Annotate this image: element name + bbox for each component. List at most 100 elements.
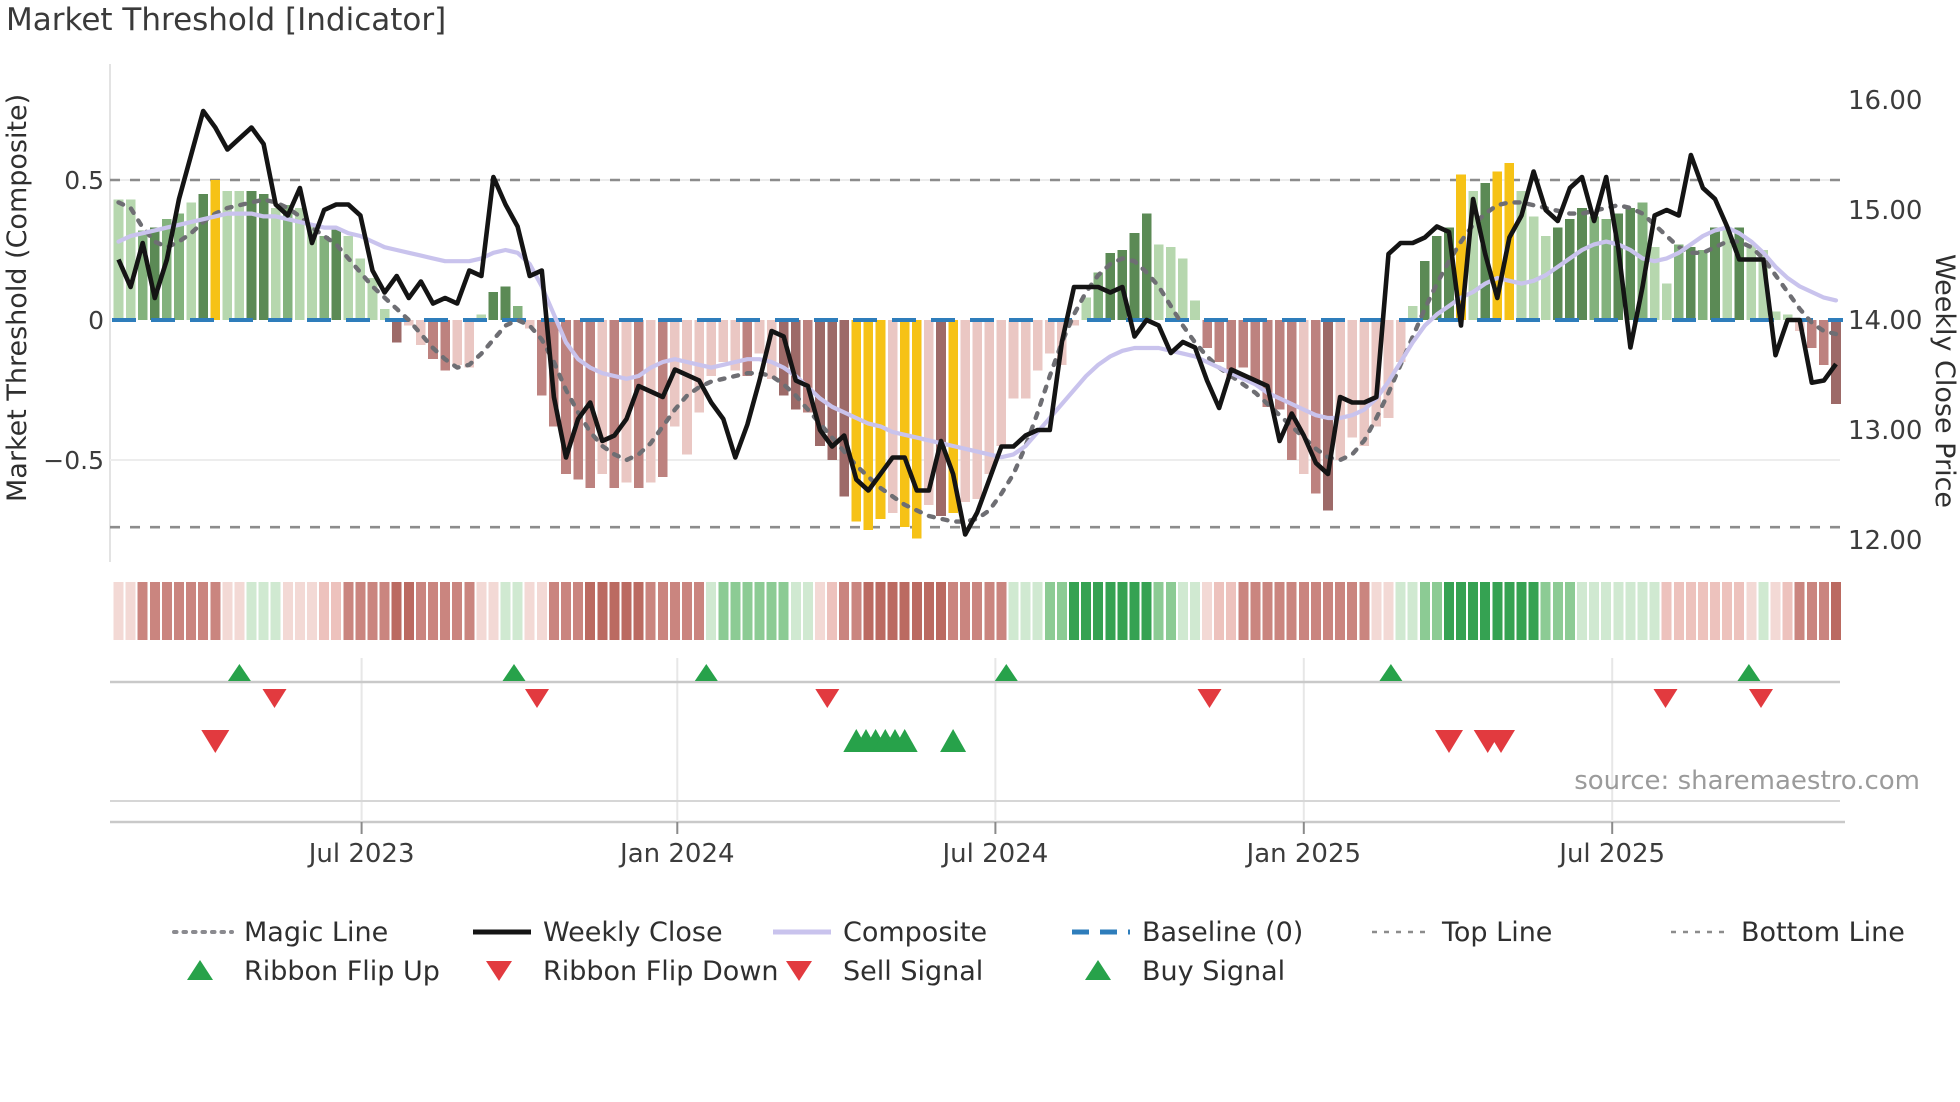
ribbon-cell [899, 582, 910, 640]
ribbon-cell [1129, 582, 1140, 640]
ribbon-cell [1831, 582, 1841, 640]
ribbon-cell [815, 582, 825, 640]
ribbon-cell [682, 582, 692, 640]
threshold-bar [1214, 320, 1224, 362]
ribbon-cell [1504, 582, 1515, 640]
threshold-bar [1032, 320, 1043, 371]
ribbon-cell [960, 582, 971, 640]
ribbon-cell [1782, 582, 1793, 640]
threshold-bar [682, 320, 692, 455]
ribbon-cell [1697, 582, 1708, 640]
axis-tick-labels: 0.5 0 −0.5 16.00 15.00 14.00 13.00 12.00 Jul 202… [43, 86, 1922, 869]
ribbon-cell [573, 582, 584, 640]
threshold-bar [137, 230, 148, 320]
threshold-bar [730, 320, 741, 371]
sell-signal-marker [1487, 730, 1515, 753]
ribbon-cell [1407, 582, 1418, 640]
ribbon-cell [137, 582, 148, 640]
legend-label: Sell Signal [843, 956, 983, 987]
threshold-bar [307, 224, 317, 320]
threshold-bar [246, 191, 257, 320]
ribbon-cell [645, 582, 656, 640]
ribbon-flip-down-marker [1749, 689, 1773, 708]
threshold-bar [1153, 244, 1164, 320]
ribbon-flip-up-marker [994, 664, 1018, 681]
weekly-close-line [116, 108, 1838, 537]
threshold-bar [1093, 272, 1103, 320]
signal-markers [201, 664, 1773, 753]
ribbon-cell [1298, 582, 1309, 640]
ribbon-cell [1516, 582, 1527, 640]
ribbon-cell [282, 582, 293, 640]
ribbon-cell [972, 582, 983, 640]
threshold-bar [839, 320, 849, 497]
threshold-bar [512, 306, 523, 320]
threshold-bar [476, 314, 487, 320]
ribbon-cell [1359, 582, 1370, 640]
legend-triangle-down-icon [486, 961, 512, 981]
ribbon-cell [464, 582, 475, 640]
ribbon-flip-down-marker [262, 689, 287, 708]
threshold-bar [222, 191, 233, 320]
threshold-bar [1710, 227, 1720, 320]
threshold-bar [1383, 320, 1394, 418]
threshold-bar [803, 320, 813, 413]
legend-item-top-line: Top Line [1372, 917, 1552, 948]
ribbon-cell [766, 582, 777, 640]
threshold-bar [1770, 311, 1781, 320]
left-axis-tick: 0 [88, 306, 104, 335]
ribbon-strip [113, 582, 1841, 640]
legend-label: Magic Line [244, 917, 388, 948]
ribbon-flip-up-marker [227, 664, 251, 681]
threshold-bar [391, 320, 402, 343]
ribbon-cell [403, 582, 414, 640]
legend-label: Buy Signal [1142, 956, 1285, 987]
threshold-bar [972, 320, 982, 500]
threshold-bar [258, 194, 269, 320]
x-axis-tick-label: Jul 2025 [1557, 839, 1665, 869]
ribbon-cell [1806, 582, 1817, 640]
ribbon-cell [1685, 582, 1696, 640]
ribbon-cell [488, 582, 499, 640]
ribbon-cell [984, 582, 995, 640]
composite-line [116, 211, 1839, 460]
threshold-bar [1674, 244, 1684, 320]
right-axis-tick: 15.00 [1848, 196, 1922, 226]
ribbon-cell [294, 582, 305, 640]
ribbon-cell [1456, 582, 1466, 640]
threshold-bar [1178, 258, 1188, 320]
ribbon-cell [524, 582, 535, 640]
legend-label: Top Line [1441, 917, 1552, 948]
ribbon-cell [174, 582, 184, 640]
ribbon-cell [500, 582, 511, 640]
threshold-bar [174, 213, 184, 320]
threshold-bar [1407, 306, 1418, 320]
threshold-bar [1190, 300, 1200, 320]
ribbon-cell [355, 582, 366, 640]
threshold-bar [936, 320, 946, 516]
legend-item-sell-signal: Sell Signal [786, 956, 983, 987]
threshold-bar [597, 320, 608, 474]
ribbon-cell [1710, 582, 1720, 640]
threshold-bar [1819, 320, 1829, 365]
x-axis-tick-label: Jan 2024 [618, 839, 735, 869]
threshold-bar [706, 320, 716, 376]
threshold-bar [1311, 320, 1321, 494]
ribbon-cell [415, 582, 426, 640]
threshold-bar [1589, 216, 1599, 320]
threshold-bar [1722, 227, 1732, 320]
ribbon-cell [1347, 582, 1358, 640]
threshold-bar [416, 320, 426, 346]
ribbon-cell [1722, 582, 1733, 640]
legend-label: Weekly Close [543, 917, 723, 948]
legend-item-buy-signal: Buy Signal [1085, 956, 1285, 987]
threshold-bar [379, 308, 390, 320]
ribbon-cell [512, 582, 523, 640]
ribbon-cell [694, 582, 705, 640]
ribbon-cell [923, 582, 934, 640]
ribbon-cell [669, 582, 680, 640]
threshold-bar [1420, 261, 1430, 320]
ribbon-cell [476, 582, 487, 640]
threshold-bar [1335, 320, 1345, 460]
